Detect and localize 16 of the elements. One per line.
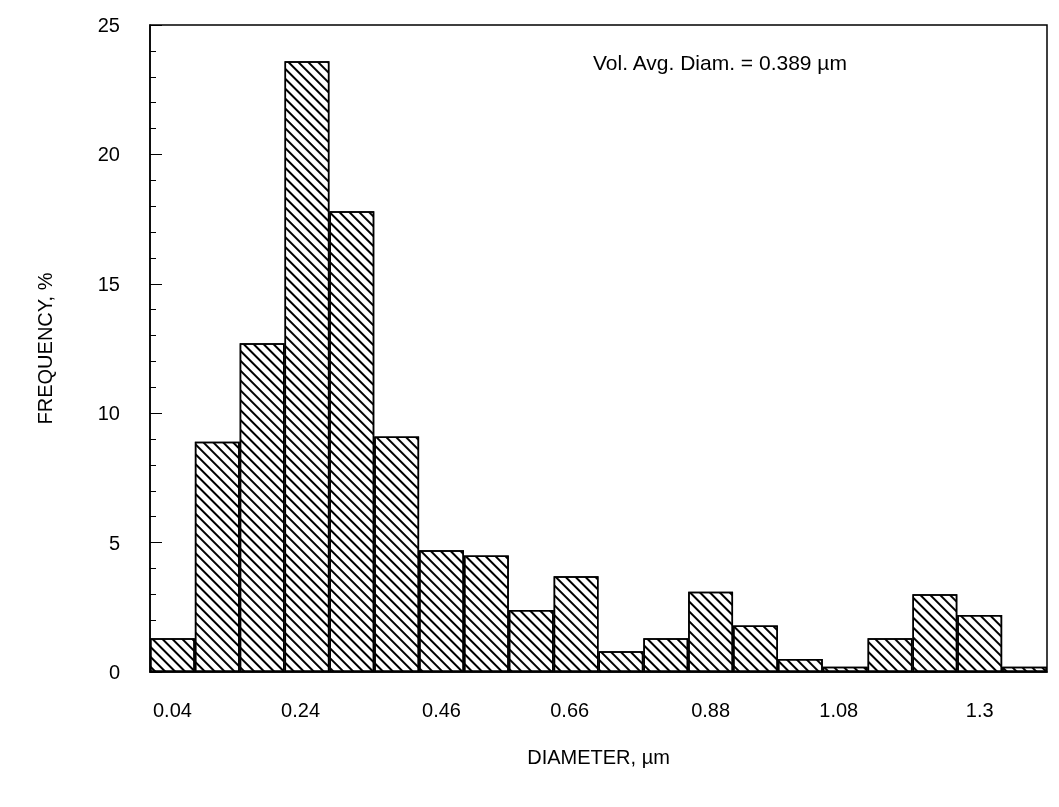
x-tick-label: 1.3 [965,699,994,721]
annotation: Vol. Avg. Diam. = 0.389 µm [593,51,847,74]
x-axis-title: DIAMETER, µm [527,746,670,768]
x-tick-label: 0.24 [281,699,321,721]
y-tick-label: 10 [97,402,120,425]
y-tick-label: 0 [108,661,120,683]
x-tick-label: 0.88 [691,699,731,721]
x-tick-label: 0.04 [152,699,192,721]
y-tick-label: 5 [108,531,120,554]
x-tick-label: 0.46 [422,699,461,721]
x-tick-label: 0.66 [550,699,590,721]
y-axis-title: FREQUENCY, % [34,272,56,425]
y-tick-label: 20 [97,143,120,166]
x-tick-label: 1.08 [819,699,859,721]
y-tick-label: 15 [97,272,120,295]
y-tick-label: 25 [97,14,120,36]
